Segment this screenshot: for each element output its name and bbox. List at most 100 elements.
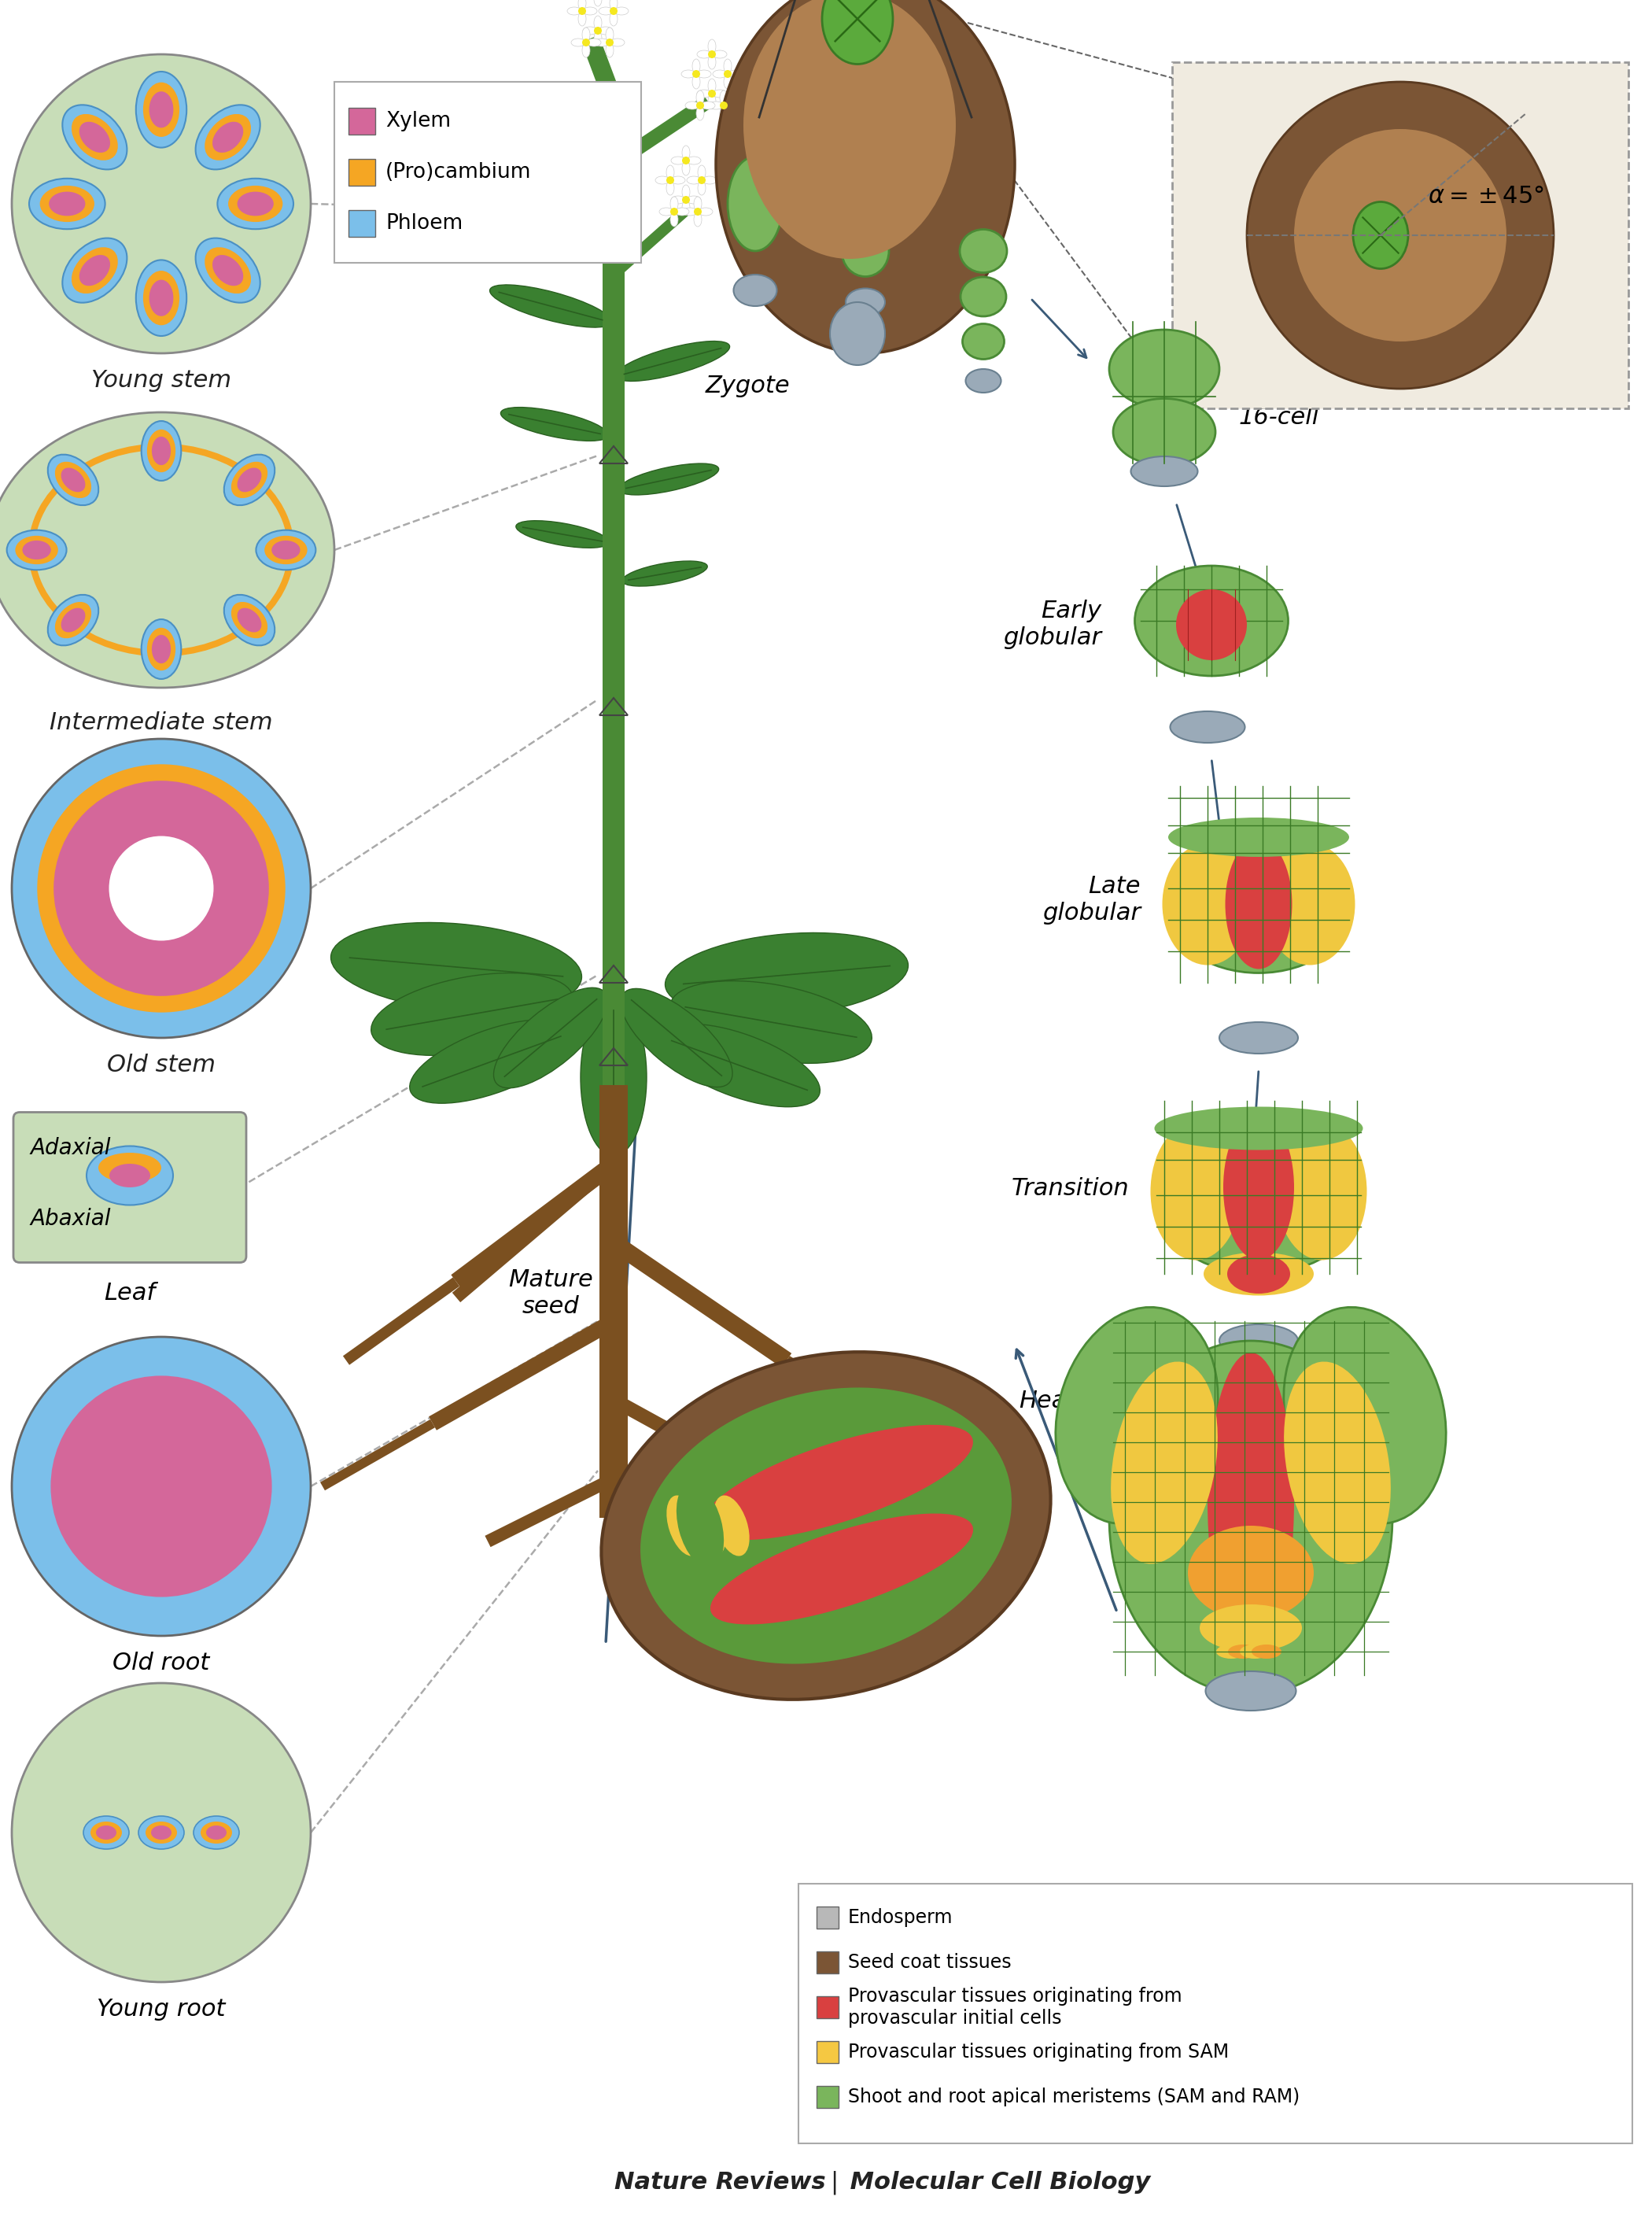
Ellipse shape [595, 16, 601, 29]
Ellipse shape [63, 238, 127, 303]
Bar [816, 1997, 839, 2019]
Ellipse shape [960, 276, 1006, 316]
Ellipse shape [1150, 1122, 1241, 1260]
Ellipse shape [709, 102, 724, 109]
Ellipse shape [71, 247, 117, 294]
Ellipse shape [676, 1483, 724, 1567]
Ellipse shape [729, 69, 743, 78]
Ellipse shape [527, 142, 535, 156]
Ellipse shape [1264, 844, 1355, 966]
Text: |: | [829, 2170, 838, 2195]
Text: Mature
seed: Mature seed [509, 1269, 593, 1318]
Text: $\alpha = \pm 45°$: $\alpha = \pm 45°$ [1427, 185, 1545, 207]
Ellipse shape [147, 430, 175, 472]
Ellipse shape [372, 973, 573, 1055]
Ellipse shape [692, 60, 700, 73]
Ellipse shape [544, 149, 558, 156]
Ellipse shape [687, 196, 700, 205]
Ellipse shape [63, 105, 127, 169]
Ellipse shape [225, 594, 274, 646]
Ellipse shape [712, 89, 727, 98]
Text: (Pro)cambium: (Pro)cambium [385, 162, 532, 183]
Ellipse shape [1227, 1645, 1257, 1658]
Ellipse shape [48, 454, 99, 505]
Ellipse shape [200, 1821, 231, 1843]
Ellipse shape [846, 289, 885, 316]
Ellipse shape [724, 60, 732, 73]
Ellipse shape [501, 407, 608, 441]
Ellipse shape [720, 107, 727, 120]
Polygon shape [582, 36, 623, 105]
Ellipse shape [135, 260, 187, 336]
FancyBboxPatch shape [349, 107, 375, 134]
Text: Heart: Heart [1019, 1389, 1085, 1411]
Text: Nature Reviews: Nature Reviews [615, 2170, 826, 2195]
Ellipse shape [547, 118, 562, 125]
Ellipse shape [150, 1825, 172, 1839]
Circle shape [697, 176, 705, 185]
Ellipse shape [96, 1825, 116, 1839]
Text: Old root: Old root [112, 1652, 210, 1674]
Ellipse shape [539, 154, 547, 167]
Text: Provascular tissues originating from
provascular initial cells: Provascular tissues originating from pro… [847, 1988, 1183, 2028]
Ellipse shape [1153, 1117, 1365, 1273]
Ellipse shape [135, 71, 187, 147]
Text: Endosperm: Endosperm [847, 1908, 953, 1928]
Ellipse shape [1277, 1122, 1366, 1260]
Ellipse shape [0, 412, 334, 688]
Ellipse shape [330, 922, 582, 1011]
Ellipse shape [99, 1153, 162, 1182]
Ellipse shape [410, 1020, 573, 1104]
Ellipse shape [699, 207, 712, 216]
FancyBboxPatch shape [334, 82, 641, 263]
Ellipse shape [1226, 839, 1292, 968]
Ellipse shape [515, 138, 524, 151]
Ellipse shape [966, 370, 1001, 392]
Polygon shape [603, 87, 624, 1084]
Ellipse shape [697, 180, 705, 196]
Ellipse shape [50, 191, 86, 216]
Ellipse shape [682, 185, 691, 198]
Ellipse shape [55, 601, 91, 639]
Ellipse shape [144, 82, 180, 136]
Ellipse shape [963, 323, 1004, 358]
Circle shape [692, 69, 700, 78]
Polygon shape [600, 1084, 628, 1518]
Ellipse shape [610, 11, 618, 27]
Ellipse shape [142, 421, 182, 481]
Ellipse shape [656, 176, 669, 185]
Circle shape [527, 98, 535, 105]
Ellipse shape [702, 176, 717, 185]
Ellipse shape [494, 988, 608, 1089]
Polygon shape [783, 1356, 900, 1436]
Ellipse shape [1176, 590, 1247, 661]
Ellipse shape [671, 982, 872, 1064]
Ellipse shape [691, 1496, 725, 1556]
Ellipse shape [86, 1146, 173, 1204]
Polygon shape [453, 1160, 618, 1302]
Ellipse shape [671, 156, 686, 165]
Ellipse shape [515, 154, 524, 167]
Ellipse shape [666, 165, 674, 180]
Ellipse shape [527, 127, 535, 140]
Ellipse shape [30, 178, 106, 229]
Circle shape [582, 38, 590, 47]
Ellipse shape [512, 122, 519, 136]
Ellipse shape [83, 1816, 129, 1850]
Ellipse shape [520, 149, 534, 156]
Ellipse shape [152, 634, 170, 663]
Ellipse shape [695, 107, 704, 120]
Ellipse shape [1227, 1253, 1290, 1293]
Polygon shape [610, 96, 712, 171]
Ellipse shape [714, 1496, 750, 1556]
Ellipse shape [1284, 1362, 1391, 1565]
Ellipse shape [79, 256, 111, 285]
Ellipse shape [1168, 817, 1350, 857]
Circle shape [12, 1683, 311, 1981]
Ellipse shape [580, 999, 646, 1155]
Ellipse shape [606, 42, 613, 58]
Ellipse shape [823, 0, 892, 65]
Circle shape [595, 27, 601, 36]
Ellipse shape [618, 463, 719, 494]
Ellipse shape [598, 7, 613, 16]
